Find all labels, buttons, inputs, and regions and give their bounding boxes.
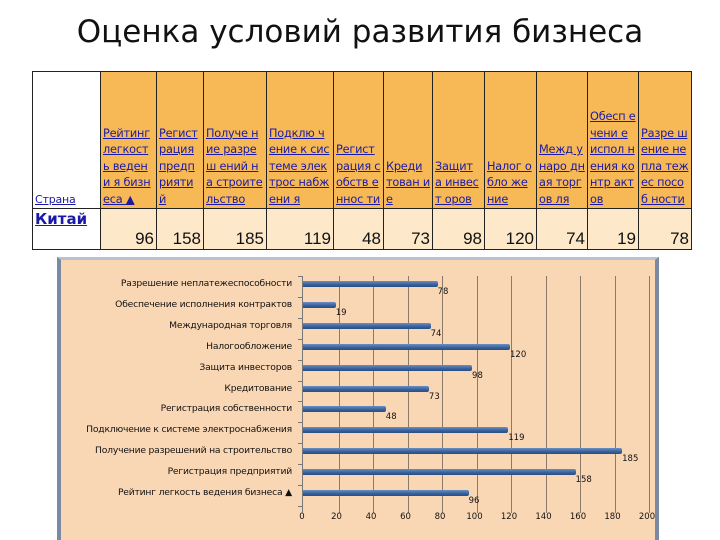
- sort-link-trade[interactable]: Межд унаро дная торгов ля: [539, 143, 585, 206]
- header-country[interactable]: Страна: [32, 71, 101, 209]
- header-col-8[interactable]: Межд унаро дная торгов ля: [536, 71, 588, 209]
- table-cell: 158: [156, 208, 204, 250]
- header-col-4[interactable]: Регист рация собств еннос ти: [333, 71, 384, 209]
- header-col-1[interactable]: Регист рация предп рияти й: [156, 71, 204, 209]
- table-cell: 96: [100, 208, 157, 250]
- table-cell: 119: [266, 208, 334, 250]
- table-header-row: Страна Рейтинг легкост ь ведени я бизнес…: [32, 71, 692, 209]
- header-col-5[interactable]: Креди тован ие: [383, 71, 433, 209]
- table-cell: 48: [333, 208, 384, 250]
- sort-link-insolvency[interactable]: Разре шение непла тежес пособ ности: [641, 126, 689, 206]
- country-sort-link[interactable]: Страна: [35, 192, 76, 206]
- table-cell: 19: [587, 208, 639, 250]
- header-col-9[interactable]: Обесп ечени е испол нения контр актов: [587, 71, 639, 209]
- table-row: Китай 96 158 185 119 48 73 98 120 74 19 …: [32, 208, 692, 250]
- sort-link-taxes[interactable]: Налог обло жение: [487, 159, 532, 206]
- sort-link-property-registration[interactable]: Регист рация собств еннос ти: [336, 143, 381, 206]
- sort-link-contracts[interactable]: Обесп ечени е испол нения контр актов: [590, 110, 636, 206]
- sort-link-credit[interactable]: Креди тован ие: [386, 159, 430, 206]
- table-cell: 78: [638, 208, 692, 250]
- header-col-6[interactable]: Защит а инвест оров: [432, 71, 485, 209]
- sort-link-investor-protection[interactable]: Защит а инвест оров: [435, 159, 479, 206]
- table-cell: 120: [484, 208, 537, 250]
- country-link[interactable]: Китай: [35, 210, 88, 228]
- sort-link-construction-permits[interactable]: Получе ние разреш ений на строите льство: [206, 126, 263, 206]
- header-col-0[interactable]: Рейтинг легкост ь ведени я бизнеса ▲: [100, 71, 157, 209]
- page-title: Оценка условий развития бизнеса: [76, 14, 644, 50]
- table-cell: 73: [383, 208, 433, 250]
- table-cell: 98: [432, 208, 485, 250]
- sort-link-ease-of-doing-business[interactable]: Рейтинг легкост ь ведени я бизнеса ▲: [103, 126, 151, 206]
- header-col-10[interactable]: Разре шение непла тежес пособ ности: [638, 71, 692, 209]
- header-col-2[interactable]: Получе ние разреш ений на строите льство: [203, 71, 267, 209]
- bar-chart-panel: [57, 257, 659, 540]
- table-cell: 74: [536, 208, 588, 250]
- header-col-7[interactable]: Налог обло жение: [484, 71, 537, 209]
- business-conditions-table: Страна Рейтинг легкост ь ведени я бизнес…: [32, 71, 692, 250]
- table-cell: 185: [203, 208, 267, 250]
- sort-link-electricity[interactable]: Подклю чение к системе электрос набжени …: [269, 126, 330, 206]
- header-col-3[interactable]: Подклю чение к системе электрос набжени …: [266, 71, 334, 209]
- row-country[interactable]: Китай: [32, 208, 101, 250]
- sort-link-starting-business[interactable]: Регист рация предп рияти й: [159, 126, 198, 206]
